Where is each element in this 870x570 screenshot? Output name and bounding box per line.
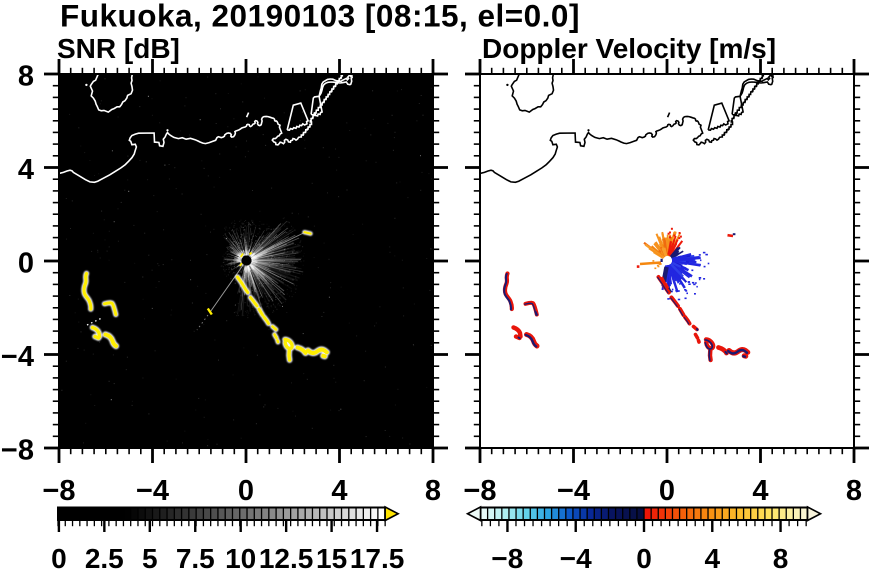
svg-text:8: 8 [18, 60, 34, 92]
svg-text:2.5: 2.5 [85, 543, 124, 570]
svg-text:Doppler Velocity [m/s]: Doppler Velocity [m/s] [482, 33, 776, 64]
svg-text:4: 4 [705, 543, 721, 570]
svg-text:−8: −8 [491, 543, 523, 570]
svg-text:17.5: 17.5 [350, 543, 405, 570]
svg-text:0: 0 [659, 475, 675, 507]
svg-text:0: 0 [51, 543, 67, 570]
svg-text:−8: −8 [463, 475, 496, 507]
svg-text:Fukuoka, 20190103 [08:15, el=0: Fukuoka, 20190103 [08:15, el=0.0] [60, 0, 580, 34]
svg-text:SNR [dB]: SNR [dB] [57, 33, 180, 64]
svg-text:8: 8 [773, 543, 789, 570]
svg-text:4: 4 [752, 475, 768, 507]
svg-text:7.5: 7.5 [176, 543, 215, 570]
svg-text:4: 4 [18, 154, 34, 186]
svg-text:−8: −8 [42, 475, 75, 507]
svg-text:12.5: 12.5 [259, 543, 314, 570]
svg-text:8: 8 [425, 475, 441, 507]
svg-text:−4: −4 [1, 341, 34, 373]
svg-text:−4: −4 [557, 475, 590, 507]
svg-text:−8: −8 [1, 434, 34, 466]
svg-text:5: 5 [142, 543, 158, 570]
svg-text:15: 15 [316, 543, 347, 570]
svg-text:4: 4 [331, 475, 347, 507]
svg-text:−4: −4 [560, 543, 592, 570]
svg-text:−4: −4 [136, 475, 169, 507]
svg-text:0: 0 [238, 475, 254, 507]
svg-text:0: 0 [636, 543, 652, 570]
svg-text:8: 8 [846, 475, 862, 507]
svg-text:0: 0 [18, 247, 34, 279]
svg-text:10: 10 [225, 543, 256, 570]
